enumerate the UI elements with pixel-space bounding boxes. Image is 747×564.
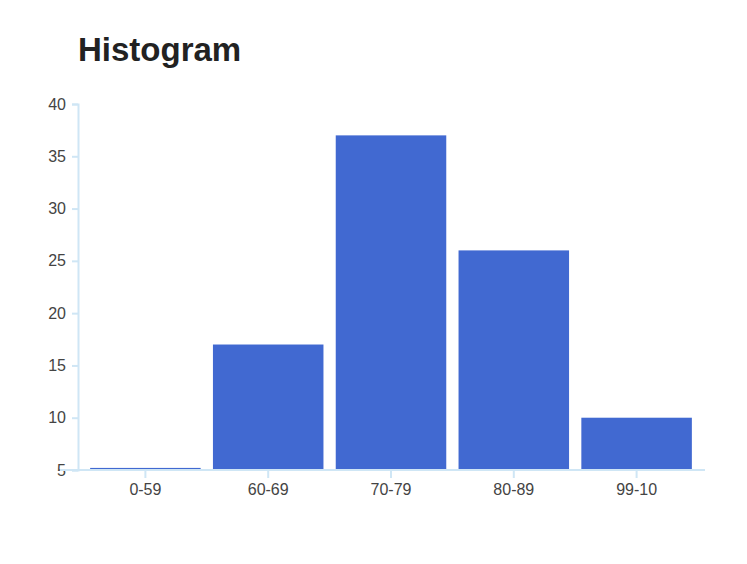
x-tick-label: 99-10 — [616, 481, 657, 498]
y-tick-mark — [72, 365, 78, 367]
y-tick-mark — [72, 156, 78, 158]
chart-container: Histogram5101520253035400-5960-6970-7980… — [0, 0, 747, 564]
y-tick: 30 — [48, 200, 78, 217]
x-tick: 70-79 — [371, 470, 412, 498]
chart-svg: Histogram5101520253035400-5960-6970-7980… — [0, 0, 747, 564]
y-tick: 40 — [48, 96, 78, 113]
x-tick-label: 0-59 — [129, 481, 161, 498]
y-tick-label: 30 — [48, 200, 66, 217]
y-tick: 25 — [48, 252, 78, 269]
x-axis: 0-59 60-69 70-79 80-89 99-10 — [60, 470, 705, 498]
x-tick-mark — [144, 470, 146, 478]
y-axis: 510152025303540 — [48, 96, 78, 479]
x-tick: 80-89 — [493, 470, 534, 498]
bar — [459, 250, 570, 470]
x-tick: 99-10 — [616, 470, 657, 498]
y-tick-mark — [72, 260, 78, 262]
y-tick-mark — [72, 104, 78, 106]
y-tick-mark — [72, 417, 78, 419]
y-tick-mark — [72, 208, 78, 210]
bars — [90, 135, 692, 470]
x-tick-label: 60-69 — [248, 481, 289, 498]
x-tick-mark — [267, 470, 269, 478]
y-tick: 20 — [48, 305, 78, 322]
x-tick: 60-69 — [248, 470, 289, 498]
x-axis-line — [60, 469, 705, 471]
x-tick-mark — [636, 470, 638, 478]
y-tick-label: 40 — [48, 96, 66, 113]
y-tick-label: 10 — [48, 409, 66, 426]
y-tick: 10 — [48, 409, 78, 426]
y-tick: 15 — [48, 357, 78, 374]
y-tick-label: 35 — [48, 148, 66, 165]
bar — [581, 418, 692, 470]
y-axis-line — [72, 105, 79, 471]
bar — [336, 135, 447, 470]
chart-title: Histogram — [78, 31, 241, 68]
x-tick: 0-59 — [129, 470, 161, 498]
x-tick-mark — [513, 470, 515, 478]
y-tick-label: 15 — [48, 357, 66, 374]
y-tick-mark — [72, 313, 78, 315]
bar — [213, 345, 324, 470]
x-tick-label: 80-89 — [493, 481, 534, 498]
y-tick-label: 25 — [48, 252, 66, 269]
x-tick-mark — [390, 470, 392, 478]
y-tick-label: 20 — [48, 305, 66, 322]
x-tick-label: 70-79 — [371, 481, 412, 498]
y-tick: 35 — [48, 148, 78, 165]
